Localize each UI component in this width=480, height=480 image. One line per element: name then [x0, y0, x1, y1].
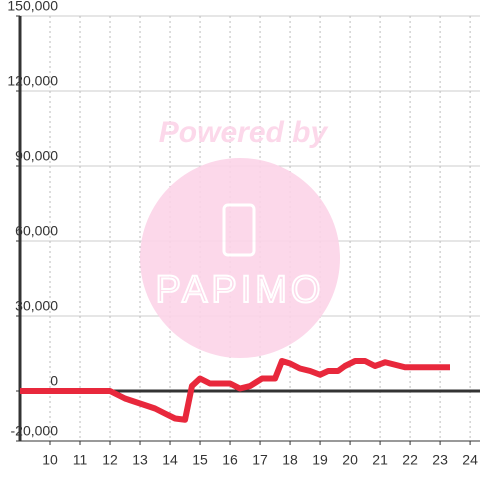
x-tick-label: 17: [252, 452, 268, 468]
x-tick-label: 16: [222, 452, 238, 468]
y-tick-label: 90,000: [15, 148, 58, 164]
y-tick-label: 120,000: [7, 73, 58, 89]
x-tick-label: 14: [162, 452, 178, 468]
watermark-text: Powered by: [159, 116, 329, 149]
x-tick-label: 10: [42, 452, 58, 468]
x-tick-label: 12: [102, 452, 118, 468]
x-tick-label: 21: [372, 452, 388, 468]
axes: [16, 15, 480, 445]
x-tick-label: 24: [462, 452, 478, 468]
y-tick-label: 30,000: [15, 298, 58, 314]
x-tick-label: 18: [282, 452, 298, 468]
x-tick-label: 15: [192, 452, 208, 468]
x-tick-label: 22: [402, 452, 418, 468]
x-tick-label: 20: [342, 452, 358, 468]
x-tick-label: 23: [432, 452, 448, 468]
watermark-circle: [140, 158, 340, 358]
watermark-logo: PAPIMO: [156, 269, 325, 311]
x-tick-label: 13: [132, 452, 148, 468]
x-tick-label: 19: [312, 452, 328, 468]
y-tick-label: 150,000: [7, 0, 58, 14]
x-tick-label: 11: [73, 452, 88, 468]
y-tick-label: -20,000: [11, 423, 59, 439]
line-series: [20, 358, 450, 423]
y-tick-label: 60,000: [15, 223, 58, 239]
watermark-icon: [222, 203, 256, 257]
y-tick-label: 0: [50, 373, 58, 389]
watermark: Powered by PAPIMO: [140, 116, 340, 358]
